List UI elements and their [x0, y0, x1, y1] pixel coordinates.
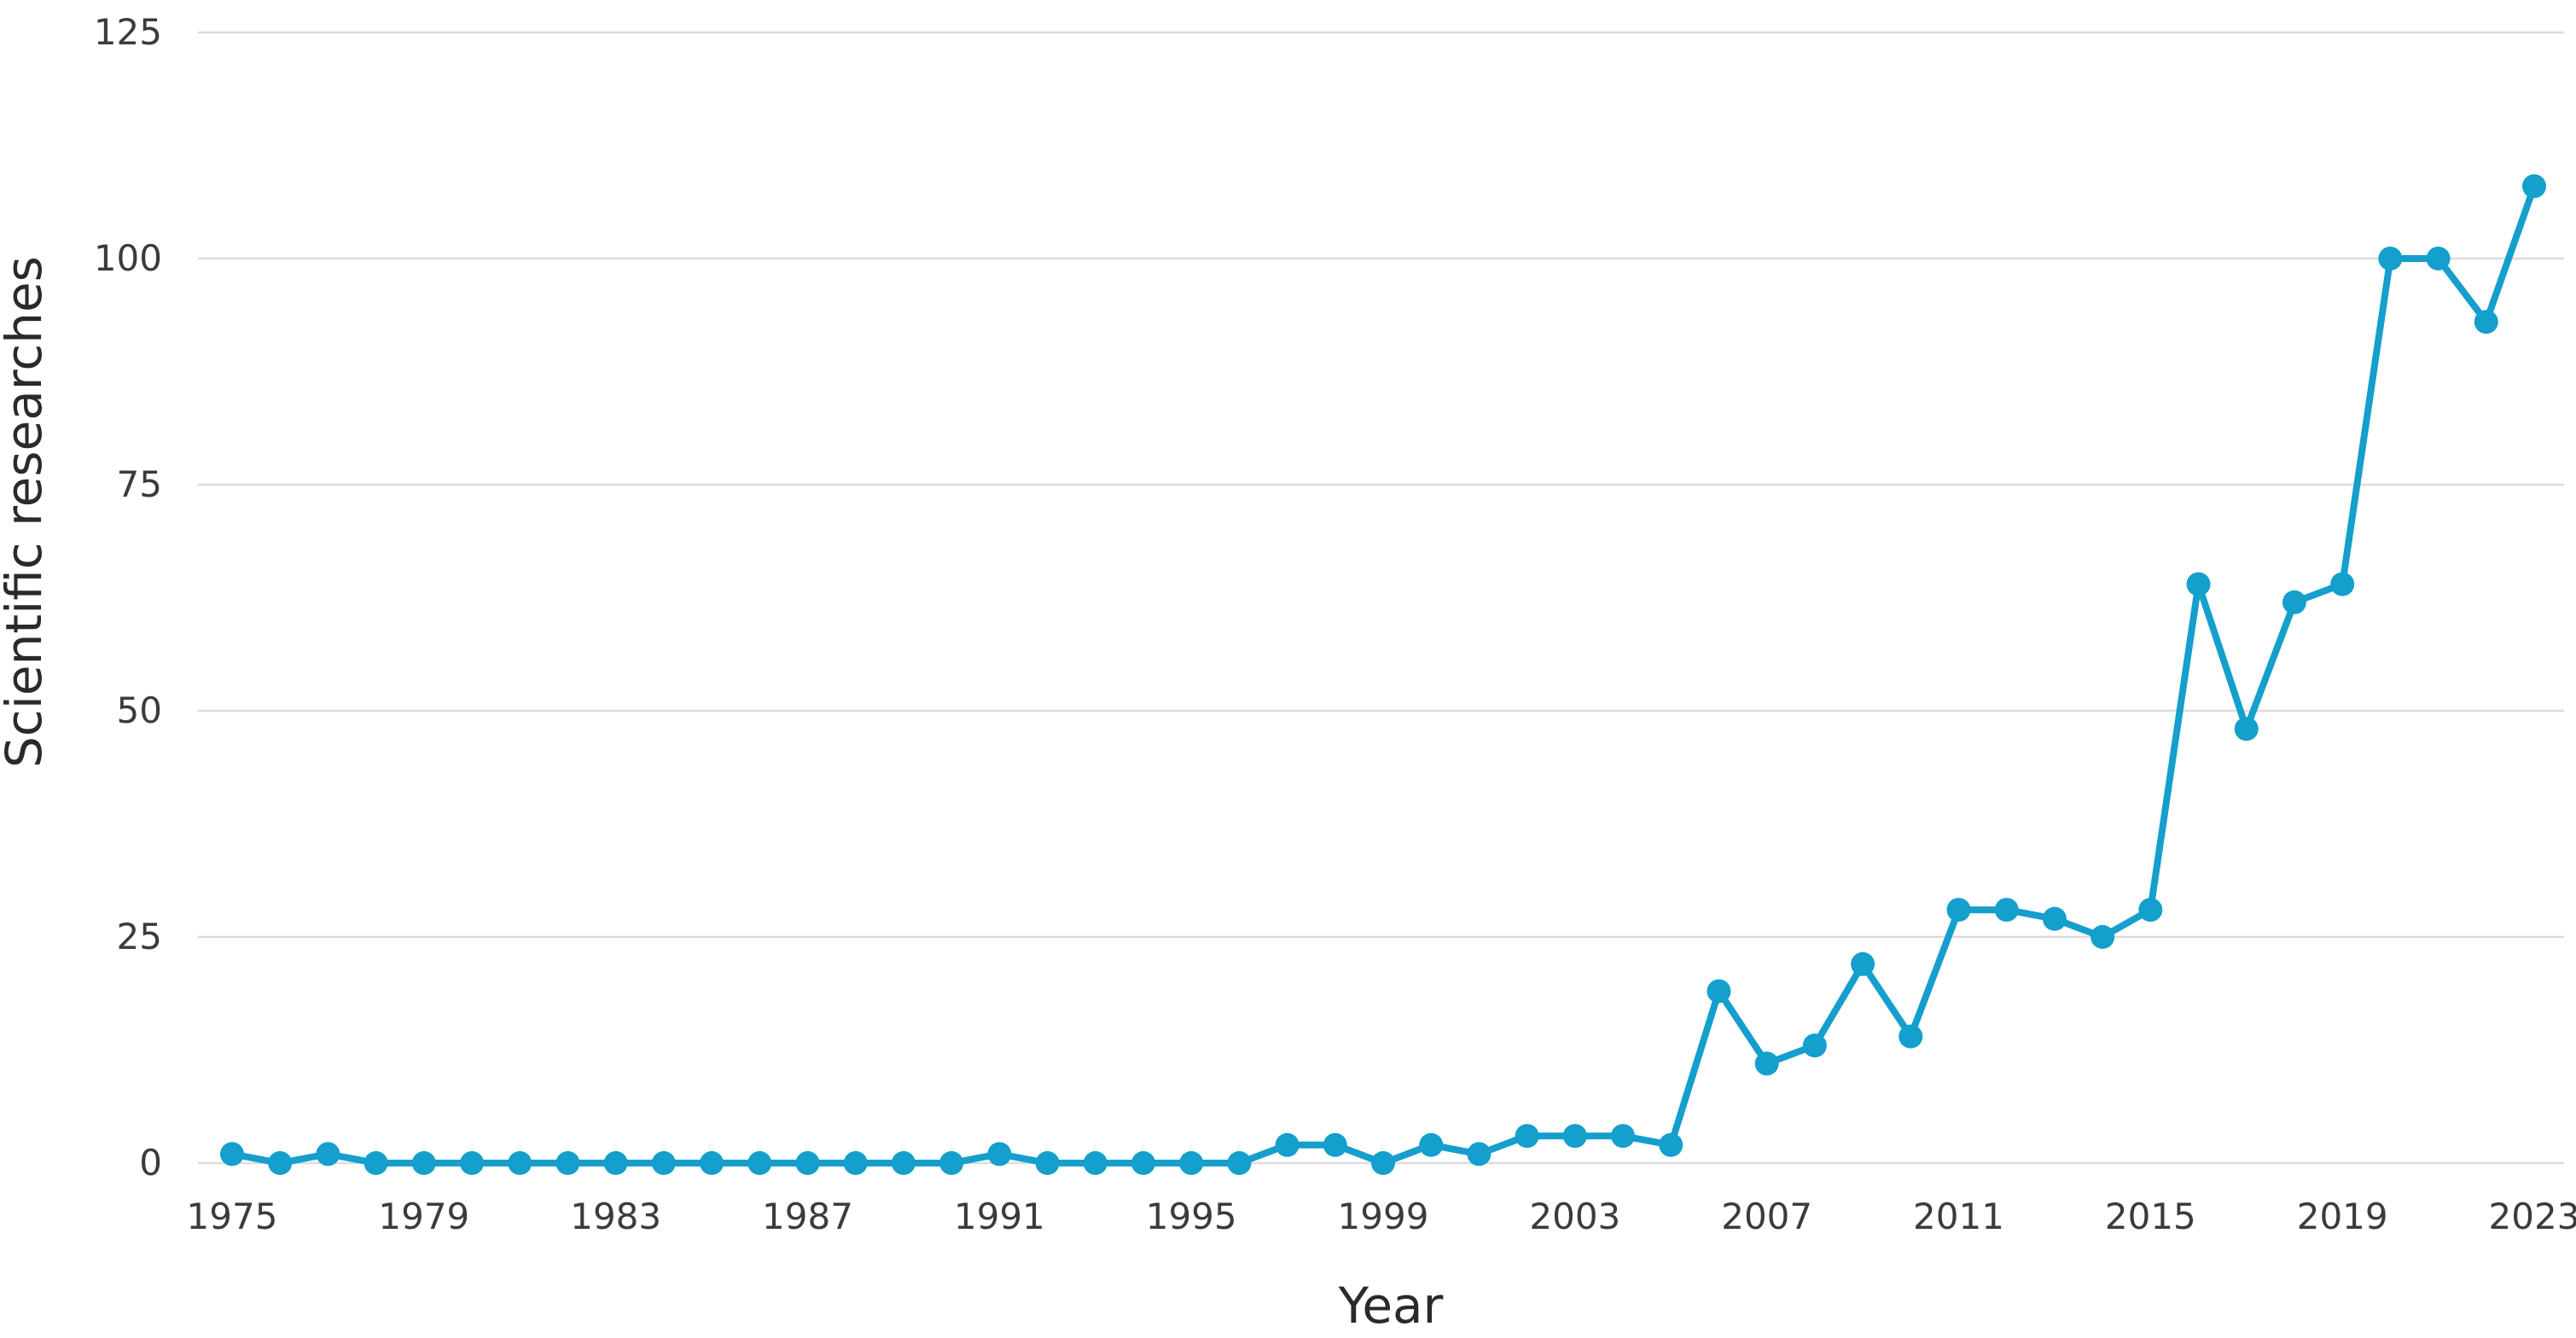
data-point-2011: [1946, 898, 1971, 922]
data-point-1996: [1227, 1151, 1252, 1175]
data-point-2021: [2426, 247, 2451, 271]
data-point-1980: [460, 1151, 485, 1175]
data-point-1994: [1131, 1151, 1155, 1175]
y-tick-label: 0: [139, 1142, 162, 1184]
x-tick-label: 2003: [1529, 1195, 1620, 1237]
x-tick-label: 1983: [570, 1195, 661, 1237]
data-point-2001: [1467, 1142, 1492, 1166]
data-point-2017: [2234, 717, 2259, 742]
data-point-1976: [268, 1151, 293, 1175]
data-point-1990: [939, 1151, 964, 1175]
data-point-2002: [1515, 1124, 1539, 1149]
data-point-1985: [700, 1151, 724, 1175]
data-point-2020: [2378, 247, 2403, 271]
x-tick-label: 2019: [2297, 1195, 2388, 1237]
x-tick-label: 2007: [1721, 1195, 1812, 1237]
data-point-1984: [651, 1151, 676, 1175]
y-tick-label: 75: [117, 463, 162, 505]
data-point-1992: [1035, 1151, 1060, 1175]
data-point-2019: [2330, 572, 2355, 596]
x-tick-label: 1987: [762, 1195, 853, 1237]
data-point-2010: [1899, 1024, 1923, 1049]
data-point-1978: [363, 1151, 388, 1175]
data-point-1993: [1083, 1151, 1108, 1175]
data-point-1991: [987, 1142, 1012, 1166]
data-point-1987: [795, 1151, 820, 1175]
data-point-1979: [411, 1151, 436, 1175]
y-tick-label: 50: [117, 689, 162, 731]
data-point-1975: [220, 1142, 244, 1166]
x-tick-label: 2023: [2489, 1195, 2576, 1237]
data-points: [220, 174, 2546, 1175]
data-point-1982: [555, 1151, 580, 1175]
data-point-2008: [1802, 1033, 1827, 1058]
data-point-2000: [1419, 1132, 1444, 1157]
data-point-1977: [316, 1142, 340, 1166]
data-point-1983: [603, 1151, 628, 1175]
x-tick-label: 1979: [378, 1195, 469, 1237]
y-tick-label: 125: [94, 11, 162, 53]
gridlines: [198, 31, 2564, 1165]
y-axis-ticks: 0 25 50 75 100 125: [94, 11, 162, 1184]
x-axis-ticks: 1975 1979 1983 1987 1991 1995 1999 2003 2007 2011…: [187, 1195, 2576, 1237]
data-point-2012: [1994, 898, 2019, 922]
series-line: [229, 183, 2538, 1166]
x-tick-label: 1999: [1338, 1195, 1429, 1237]
data-point-2014: [2090, 925, 2115, 949]
x-tick-label: 1975: [187, 1195, 278, 1237]
data-point-1998: [1323, 1132, 1347, 1157]
data-point-2009: [1851, 951, 1875, 976]
x-axis-title: Year: [1338, 1277, 1444, 1335]
data-point-1981: [508, 1151, 532, 1175]
data-point-1999: [1371, 1151, 1395, 1175]
data-point-2006: [1707, 979, 1731, 1004]
y-axis-title: Scientific researches: [0, 256, 53, 768]
data-point-2004: [1611, 1124, 1636, 1149]
data-point-2007: [1754, 1051, 1779, 1076]
data-point-2016: [2186, 572, 2211, 596]
data-point-1997: [1275, 1132, 1300, 1157]
data-point-2013: [2042, 906, 2067, 931]
x-tick-label: 1995: [1146, 1195, 1237, 1237]
data-point-1989: [891, 1151, 916, 1175]
data-point-2018: [2282, 590, 2306, 614]
y-tick-label: 100: [94, 237, 162, 279]
data-point-1995: [1179, 1151, 1204, 1175]
data-point-2022: [2474, 310, 2498, 334]
y-tick-label: 25: [117, 916, 162, 957]
data-point-2003: [1562, 1124, 1587, 1149]
data-point-2005: [1659, 1132, 1683, 1157]
data-point-2023: [2522, 174, 2546, 199]
data-point-2015: [2138, 898, 2163, 922]
data-point-1988: [843, 1151, 868, 1175]
data-point-1986: [747, 1151, 772, 1175]
x-tick-label: 2011: [1913, 1195, 2004, 1237]
x-tick-label: 1991: [954, 1195, 1045, 1237]
x-tick-label: 2015: [2105, 1195, 2196, 1237]
